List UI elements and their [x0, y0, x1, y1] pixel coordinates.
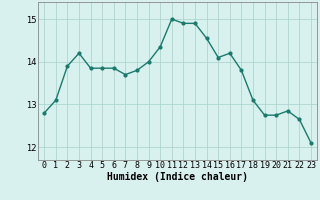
X-axis label: Humidex (Indice chaleur): Humidex (Indice chaleur) — [107, 172, 248, 182]
